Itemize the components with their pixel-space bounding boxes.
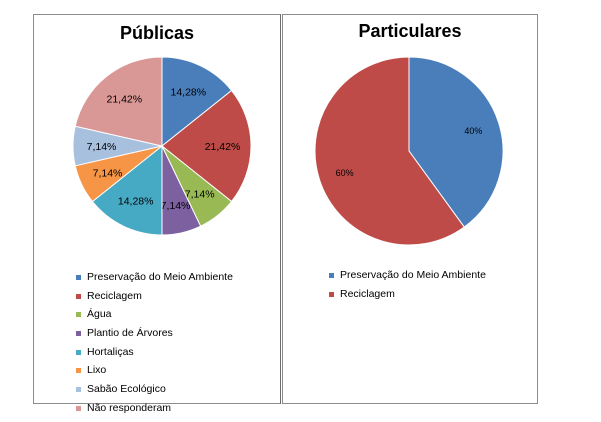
legend-label-agua: Água — [87, 308, 112, 321]
chart-title-particulares: Particulares — [358, 21, 462, 41]
legend-item-preservacao-do-meio-ambiente: Preservação do Meio Ambiente — [329, 266, 486, 285]
chart-title-publicas: Públicas — [119, 23, 195, 43]
legend-item-sabao-ecologico: Sabão Ecológico — [76, 380, 233, 399]
legend-swatch-preservacao-do-meio-ambiente — [329, 273, 334, 278]
panel-divider — [279, 14, 281, 404]
data-label-nao-responderam: 21,42% — [106, 94, 142, 106]
data-label-sabao-ecologico: 7,14% — [87, 141, 117, 153]
pie-chart-particulares: 40% 60% — [314, 56, 504, 245]
legend-item-reciclagem: Reciclagem — [329, 285, 486, 304]
data-label-preservacao-do-meio-ambiente: 40% — [464, 126, 482, 136]
legend-label-hortalicas: Hortaliças — [87, 345, 134, 358]
chart-panel-particulares: Particulares 40% 60% Preservação do Meio … — [282, 14, 538, 404]
data-label-reciclagem: 21,42% — [205, 141, 241, 153]
legend-item-plantio-de-arvores: Plantio de Árvores — [76, 324, 233, 343]
legend-swatch-sabao-ecologico — [76, 387, 81, 393]
legend-swatch-agua — [76, 312, 81, 318]
legend-particulares: Preservação do Meio Ambiente Reciclagem — [329, 266, 486, 303]
pie-slice-reciclagem — [314, 56, 465, 245]
data-label-preservacao-do-meio-ambiente: 14,28% — [170, 87, 206, 99]
legend-label-nao-responderam: Não responderam — [87, 401, 172, 414]
legend-item-agua: Água — [76, 305, 233, 324]
chart-panel-publicas: Públicas 14,28% 21,42% 7,14% 7,14% 14,28% 7,1… — [33, 14, 280, 414]
legend-label-preservacao-do-meio-ambiente: Preservação do Meio Ambiente — [340, 269, 486, 281]
legend-label-lixo: Lixo — [87, 364, 107, 377]
legend-label-reciclagem: Reciclagem — [87, 289, 142, 302]
legend-swatch-plantio-de-arvores — [76, 331, 81, 337]
legend-item-hortalicas: Hortaliças — [76, 343, 233, 362]
pie-slice-hortalicas — [91, 144, 163, 236]
pie-chart-publicas: 14,28%21,42%7,14%7,14%14,28%7,14%7,14%21… — [72, 56, 252, 236]
legend-swatch-hortalicas — [76, 349, 81, 355]
data-label-hortalicas: 14,28% — [118, 196, 154, 208]
legend-label-preservacao-do-meio-ambiente: Preservação do Meio Ambiente — [87, 271, 233, 283]
data-label-reciclagem: 60% — [336, 168, 354, 178]
data-label-agua: 7,14% — [185, 188, 215, 200]
legend-label-plantio-de-arvores: Plantio de Árvores — [87, 327, 173, 340]
pie-slice-nao-responderam — [74, 56, 163, 147]
pie-slice-preservacao-do-meio-ambiente — [408, 56, 504, 228]
legend-item-preservacao-do-meio-ambiente: Preservação do Meio Ambiente — [76, 268, 233, 287]
legend-swatch-lixo — [76, 368, 81, 374]
legend-label-reciclagem: Reciclagem — [340, 287, 395, 300]
legend-publicas: Preservação do Meio Ambiente Reciclagem Ág… — [76, 268, 233, 418]
legend-item-nao-responderam: Não responderam — [76, 399, 233, 418]
legend-swatch-preservacao-do-meio-ambiente — [76, 275, 81, 280]
pie-slice-preservacao-do-meio-ambiente — [161, 56, 233, 148]
legend-item-lixo: Lixo — [76, 361, 233, 380]
legend-swatch-reciclagem — [329, 291, 334, 297]
data-label-plantio-de-arvores: 7,14% — [161, 200, 191, 212]
legend-item-reciclagem: Reciclagem — [76, 287, 233, 306]
pie-slice-reciclagem — [161, 89, 252, 203]
data-label-lixo: 7,14% — [93, 167, 123, 179]
legend-swatch-reciclagem — [76, 293, 81, 299]
legend-swatch-nao-responderam — [76, 405, 81, 411]
legend-label-sabao-ecologico: Sabão Ecológico — [87, 383, 166, 396]
